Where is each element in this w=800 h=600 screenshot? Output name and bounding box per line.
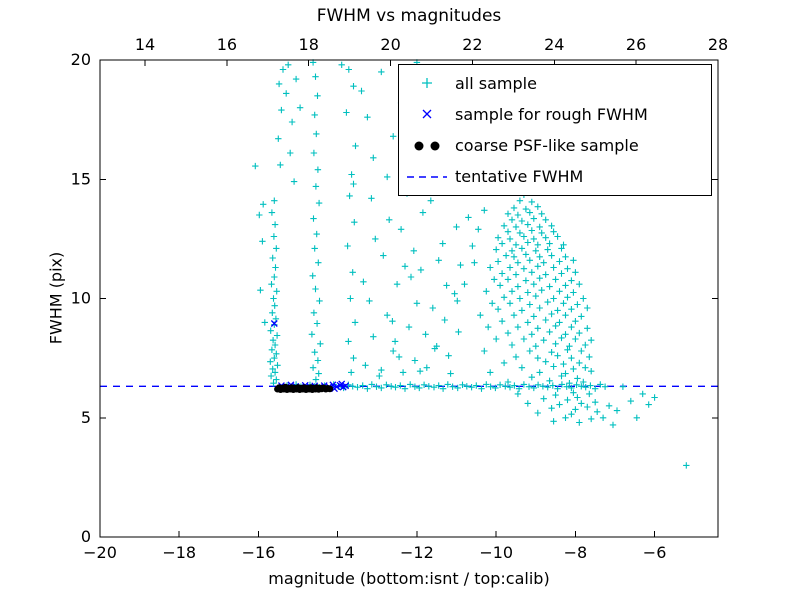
- x-marker-icon: [399, 106, 455, 122]
- legend-entry-rough-fwhm: sample for rough FWHM: [399, 99, 711, 129]
- y-tick-label: 20: [71, 50, 91, 69]
- y-tick-label: 0: [81, 527, 91, 546]
- top-tick-label: 22: [462, 35, 482, 54]
- y-tick-label: 10: [71, 289, 91, 308]
- top-tick-label: 26: [626, 35, 646, 54]
- legend-label: coarse PSF-like sample: [455, 136, 639, 156]
- top-tick-label: 20: [380, 35, 400, 54]
- x-tick-label: −18: [162, 543, 196, 562]
- top-tick-label: 18: [299, 35, 319, 54]
- x-tick-label: −10: [479, 543, 513, 562]
- dash-line-icon: [399, 169, 455, 185]
- plus-marker-icon: [399, 75, 455, 91]
- legend-label: sample for rough FWHM: [455, 104, 648, 124]
- y-tick-label: 15: [71, 169, 91, 188]
- coarse-psf-points: [274, 383, 334, 393]
- legend: all sample sample for rough FWHM coarse …: [398, 64, 712, 196]
- x-tick-label: −8: [564, 543, 588, 562]
- legend-entry-tentative-fwhm: tentative FWHM: [399, 162, 711, 192]
- top-tick-label: 16: [217, 35, 237, 54]
- y-axis-label: FWHM (pix): [46, 251, 66, 345]
- x-tick-label: −20: [83, 543, 117, 562]
- x-axis-label: magnitude (bottom:isnt / top:calib): [268, 569, 550, 588]
- top-tick-label: 28: [708, 35, 728, 54]
- chart-title: FWHM vs magnitudes: [316, 6, 502, 26]
- y-tick-label: 5: [81, 408, 91, 427]
- legend-label: tentative FWHM: [455, 167, 584, 187]
- legend-entry-coarse-psf: coarse PSF-like sample: [399, 131, 711, 161]
- dot-marker-icon: [399, 138, 455, 154]
- x-tick-label: −12: [400, 543, 434, 562]
- rough-fwhm-points: [270, 320, 350, 393]
- top-tick-label: 14: [135, 35, 155, 54]
- x-tick-label: −14: [321, 543, 355, 562]
- x-tick-label: −6: [643, 543, 667, 562]
- x-tick-label: −16: [242, 543, 276, 562]
- top-tick-label: 24: [544, 35, 564, 54]
- legend-entry-all-sample: all sample: [399, 68, 711, 98]
- legend-label: all sample: [455, 73, 537, 93]
